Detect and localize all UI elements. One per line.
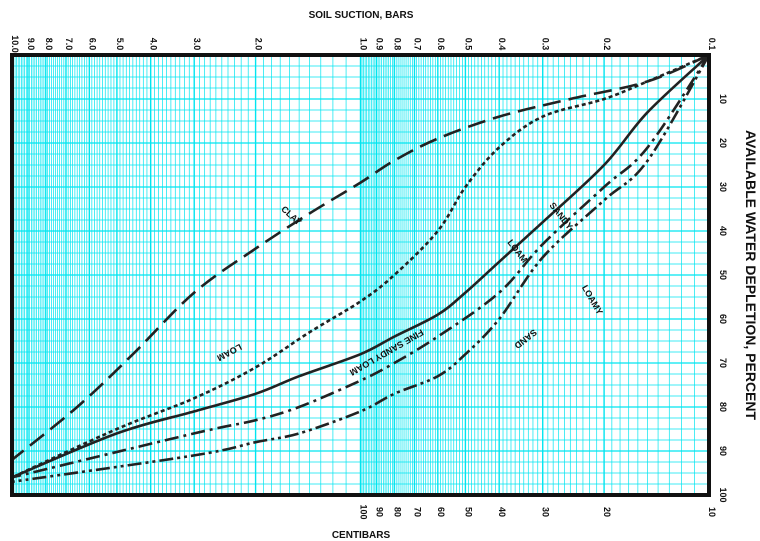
right-tick-label: 90 bbox=[718, 446, 728, 456]
top-tick-label: 5.0 bbox=[115, 38, 125, 51]
top-tick-label: 3.0 bbox=[192, 38, 202, 51]
plot-frame bbox=[10, 53, 711, 497]
right-tick-label: 80 bbox=[718, 402, 728, 412]
top-tick-label: 9.0 bbox=[26, 38, 36, 51]
series-line-clay bbox=[11, 53, 710, 461]
top-tick-label: 0.1 bbox=[707, 38, 717, 51]
top-tick-label: 6.0 bbox=[87, 38, 97, 51]
right-tick-label: 100 bbox=[718, 487, 728, 502]
top-tick-label: 0.7 bbox=[413, 38, 423, 51]
right-axis-title: AVAILABLE WATER DEPLETION, PERCENT bbox=[743, 130, 759, 421]
top-tick-label: 0.6 bbox=[436, 38, 446, 51]
bottom-tick-label: 40 bbox=[497, 507, 507, 517]
bottom-tick-label: 30 bbox=[541, 507, 551, 517]
bottom-tick-label: 10 bbox=[707, 507, 717, 517]
top-tick-label: 4.0 bbox=[149, 38, 159, 51]
top-tick-label: 0.4 bbox=[497, 38, 507, 51]
curve-label: LOAMY bbox=[580, 283, 605, 316]
right-tick-label: 40 bbox=[718, 226, 728, 236]
bottom-tick-label: 20 bbox=[602, 507, 612, 517]
right-tick-label: 70 bbox=[718, 358, 728, 368]
top-tick-label: 0.3 bbox=[541, 38, 551, 51]
bottom-tick-label: 100 bbox=[359, 504, 369, 519]
chart-series bbox=[11, 53, 711, 484]
top-tick-label: 7.0 bbox=[64, 38, 74, 51]
right-tick-label: 10 bbox=[718, 94, 728, 104]
right-tick-label: 20 bbox=[718, 138, 728, 148]
top-tick-label: 1.0 bbox=[359, 38, 369, 51]
bottom-tick-label: 80 bbox=[392, 507, 402, 517]
top-axis-title: SOIL SUCTION, BARS bbox=[309, 10, 414, 21]
bottom-tick-label: 70 bbox=[413, 507, 423, 517]
top-tick-label: 0.9 bbox=[374, 38, 384, 51]
right-tick-label: 30 bbox=[718, 182, 728, 192]
series-line-loam bbox=[11, 53, 710, 479]
series-line-sandy-loam bbox=[11, 54, 710, 479]
chart-ticks: 10.0 9.0 8.0 7.0 6.0 5.0 4.0 3.0 2.0 1.0 0.9 0.8 0.7… bbox=[10, 35, 728, 519]
right-tick-label: 60 bbox=[718, 314, 728, 324]
curve-label: SAND bbox=[512, 327, 539, 351]
bottom-tick-label: 90 bbox=[374, 507, 384, 517]
top-tick-label: 0.2 bbox=[602, 38, 612, 51]
curve-label: LOAM bbox=[215, 342, 243, 363]
top-tick-label: 0.5 bbox=[463, 38, 473, 51]
bottom-tick-label: 60 bbox=[436, 507, 446, 517]
top-tick-label: 0.8 bbox=[392, 38, 402, 51]
bottom-tick-label: 50 bbox=[463, 507, 473, 517]
top-tick-label: 8.0 bbox=[44, 38, 54, 51]
top-tick-label: 2.0 bbox=[254, 38, 264, 51]
series-line-loamy-sand bbox=[11, 54, 711, 484]
right-tick-label: 50 bbox=[718, 270, 728, 280]
bottom-axis-title: CENTIBARS bbox=[332, 530, 391, 541]
top-tick-label: 10.0 bbox=[10, 35, 20, 53]
